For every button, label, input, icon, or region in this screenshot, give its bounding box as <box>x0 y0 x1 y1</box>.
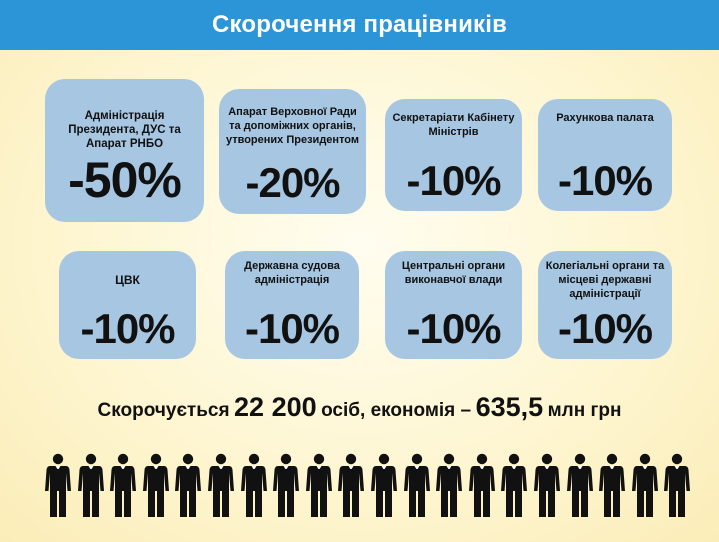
summary-prefix: Скорочується <box>97 400 230 421</box>
header-banner: Скорочення працівників <box>0 0 719 50</box>
summary-mid: осіб, економія – <box>321 400 472 421</box>
card-label: Центральні органи виконавчої влади <box>401 260 506 286</box>
businessman-icon <box>208 453 234 517</box>
businessman-icon <box>305 453 332 517</box>
businessman-icon <box>45 453 71 517</box>
businessman-icon <box>338 453 365 517</box>
page-title: Скорочення працівників <box>211 11 508 38</box>
card-state-judicial-administration: Державна судова адміністрація -10% <box>225 251 359 359</box>
card-value: -10% <box>406 157 501 204</box>
card-label: Державна судова адміністрація <box>244 260 340 286</box>
businessman-icon <box>631 453 658 517</box>
card-value: -20% <box>245 159 340 206</box>
businessman-icon <box>175 453 202 517</box>
card-value: -50% <box>68 152 182 208</box>
card-cec: ЦВК -10% <box>59 251 196 359</box>
card-label: Колегіальні органи та місцеві державні а… <box>545 260 665 300</box>
card-value: -10% <box>80 305 175 352</box>
businessman-icon <box>77 453 104 517</box>
businessman-icon <box>273 453 300 517</box>
card-value: -10% <box>244 305 340 352</box>
businessman-icon <box>371 453 397 517</box>
card-label: ЦВК <box>115 273 140 287</box>
card-label: Адміністрація Президента, ДУС та Апарат … <box>68 110 181 150</box>
summary-amount: 635,5 <box>475 392 544 422</box>
card-value: -10% <box>406 305 501 352</box>
card-label: Рахункова палата <box>556 112 654 124</box>
card-central-executive-bodies: Центральні органи виконавчої влади -10% <box>385 251 522 359</box>
card-value: -10% <box>557 305 653 352</box>
summary-line: Скорочується 22 200 осіб, економія – 635… <box>0 392 719 423</box>
summary-count: 22 200 <box>234 392 317 422</box>
businessman-icon <box>142 453 169 517</box>
businessman-icon <box>664 453 691 517</box>
businessman-icon <box>501 453 528 517</box>
card-verkhovna-rada-apparatus: Апарат Верховної Ради та допоміжних орга… <box>219 89 366 214</box>
businessman-icon <box>534 453 560 517</box>
card-collegial-and-local-administrations: Колегіальні органи та місцеві державні а… <box>538 251 672 359</box>
card-presidential-administration: Адміністрація Президента, ДУС та Апарат … <box>45 79 204 222</box>
card-label: Апарат Верховної Ради та допоміжних орга… <box>225 106 360 146</box>
businessman-icon <box>599 453 626 517</box>
people-row <box>45 453 691 519</box>
businessman-icon <box>403 453 430 517</box>
card-value: -10% <box>557 157 653 204</box>
businessman-icon <box>468 453 495 517</box>
card-label: Секретаріати Кабінету Міністрів <box>392 112 515 138</box>
summary-suffix: млн грн <box>547 400 622 421</box>
card-cabinet-secretariat: Секретаріати Кабінету Міністрів -10% <box>385 99 522 211</box>
businessman-icon <box>110 453 137 517</box>
businessman-icon <box>436 453 463 517</box>
businessman-icon <box>566 453 593 517</box>
card-accounting-chamber: Рахункова палата -10% <box>538 99 672 211</box>
businessman-icon <box>240 453 267 517</box>
